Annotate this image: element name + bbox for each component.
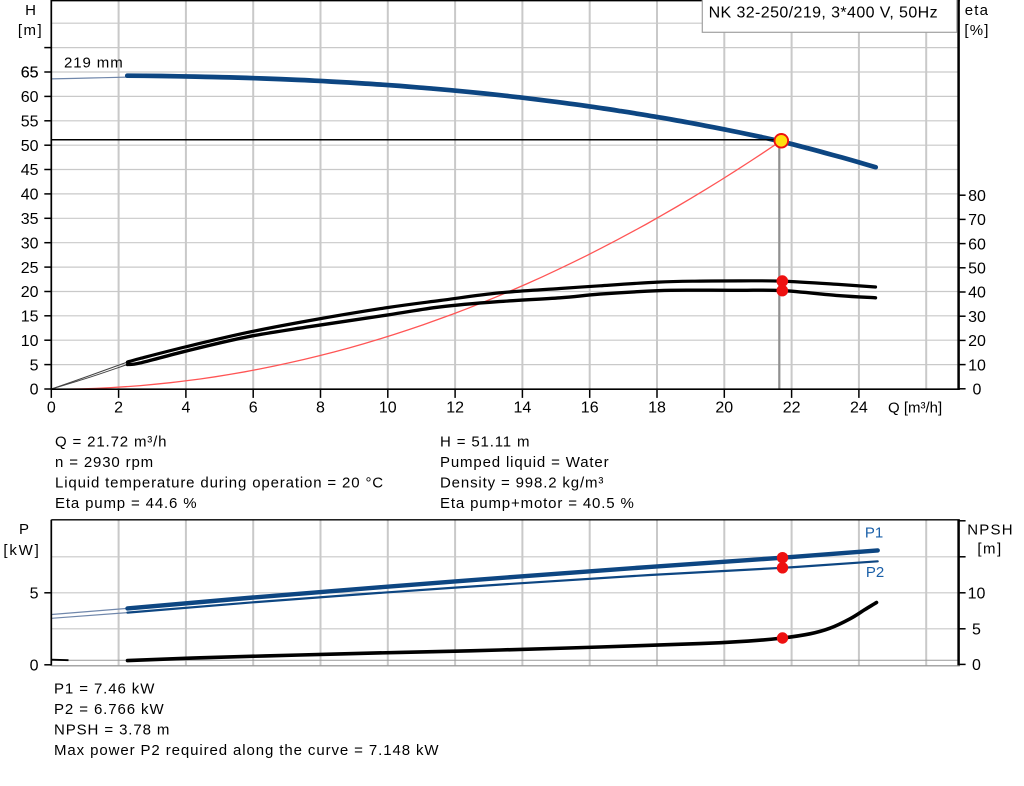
svg-text:219 mm: 219 mm — [64, 55, 124, 72]
svg-text:10: 10 — [379, 399, 397, 416]
svg-text:8: 8 — [316, 399, 325, 416]
svg-text:0: 0 — [47, 399, 56, 416]
svg-text:[m]: [m] — [18, 22, 43, 39]
svg-text:4: 4 — [181, 399, 190, 416]
svg-text:50: 50 — [968, 261, 986, 278]
svg-text:65: 65 — [21, 65, 39, 82]
svg-text:40: 40 — [21, 187, 39, 204]
svg-text:5: 5 — [972, 622, 981, 639]
svg-text:20: 20 — [715, 399, 733, 416]
svg-text:15: 15 — [21, 309, 39, 326]
svg-text:H: H — [25, 2, 36, 19]
svg-text:5: 5 — [30, 357, 39, 374]
svg-text:50: 50 — [21, 138, 39, 155]
svg-text:0: 0 — [972, 657, 981, 674]
svg-text:0: 0 — [30, 658, 39, 675]
svg-text:Eta pump+motor = 40.5 %: Eta pump+motor = 40.5 % — [440, 495, 635, 512]
svg-text:Liquid temperature during oper: Liquid temperature during operation = 20… — [55, 475, 384, 492]
svg-text:[kW]: [kW] — [3, 542, 40, 559]
svg-text:80: 80 — [968, 188, 986, 205]
svg-text:20: 20 — [21, 284, 39, 301]
svg-text:P1 = 7.46 kW: P1 = 7.46 kW — [54, 681, 155, 698]
svg-text:30: 30 — [968, 309, 986, 326]
svg-text:30: 30 — [21, 235, 39, 252]
svg-text:24: 24 — [850, 399, 868, 416]
svg-text:n = 2930 rpm: n = 2930 rpm — [55, 454, 154, 471]
svg-text:P: P — [19, 521, 29, 538]
svg-text:NPSH: NPSH — [967, 521, 1013, 538]
svg-text:Density = 998.2 kg/m³: Density = 998.2 kg/m³ — [440, 475, 604, 492]
svg-text:Eta pump = 44.6 %: Eta pump = 44.6 % — [55, 495, 197, 512]
svg-text:Q = 21.72 m³/h: Q = 21.72 m³/h — [55, 434, 167, 451]
svg-text:5: 5 — [30, 586, 39, 603]
svg-text:Pumped liquid = Water: Pumped liquid = Water — [440, 454, 609, 471]
svg-text:22: 22 — [783, 399, 801, 416]
svg-text:Max power P2 required along th: Max power P2 required along the curve = … — [54, 742, 439, 759]
svg-text:6: 6 — [249, 399, 258, 416]
svg-text:55: 55 — [21, 114, 39, 131]
svg-text:P1: P1 — [865, 525, 883, 542]
svg-text:P2 = 6.766 kW: P2 = 6.766 kW — [54, 701, 165, 718]
svg-text:70: 70 — [968, 212, 986, 229]
svg-text:0: 0 — [30, 382, 39, 399]
svg-text:Q [m³/h]: Q [m³/h] — [888, 399, 942, 416]
svg-text:40: 40 — [968, 285, 986, 302]
svg-text:NK 32-250/219, 3*400 V, 50Hz: NK 32-250/219, 3*400 V, 50Hz — [709, 5, 938, 22]
svg-text:60: 60 — [968, 236, 986, 253]
svg-text:18: 18 — [648, 399, 666, 416]
svg-text:[%]: [%] — [964, 22, 989, 39]
svg-text:60: 60 — [21, 89, 39, 106]
svg-text:65: 65 — [21, 65, 39, 82]
svg-text:10: 10 — [968, 357, 986, 374]
svg-text:[m]: [m] — [977, 540, 1002, 557]
svg-text:eta: eta — [965, 2, 989, 19]
svg-text:P2: P2 — [866, 564, 884, 581]
svg-text:0: 0 — [973, 382, 982, 399]
svg-text:14: 14 — [514, 399, 532, 416]
svg-text:10: 10 — [968, 586, 986, 603]
svg-text:10: 10 — [21, 333, 39, 350]
svg-text:12: 12 — [446, 399, 464, 416]
svg-text:45: 45 — [21, 162, 39, 179]
svg-text:H = 51.11 m: H = 51.11 m — [440, 434, 530, 451]
svg-text:20: 20 — [968, 333, 986, 350]
svg-text:35: 35 — [21, 211, 39, 228]
svg-text:NPSH = 3.78 m: NPSH = 3.78 m — [54, 722, 170, 739]
svg-text:16: 16 — [581, 399, 599, 416]
svg-text:25: 25 — [21, 260, 39, 277]
svg-text:2: 2 — [114, 399, 123, 416]
